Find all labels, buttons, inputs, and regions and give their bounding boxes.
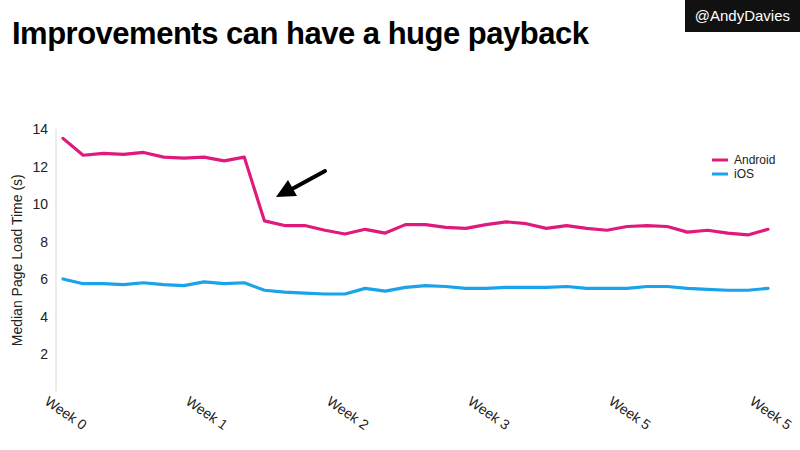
legend-label: Android bbox=[734, 153, 775, 167]
y-tick-label: 8 bbox=[40, 234, 48, 250]
x-tick-label: Week 5 bbox=[606, 393, 654, 433]
x-tick-label: Week 0 bbox=[42, 393, 90, 433]
x-tick-label: Week 3 bbox=[465, 393, 513, 433]
y-tick-label: 4 bbox=[40, 309, 48, 325]
x-tick-label: Week 1 bbox=[183, 393, 231, 433]
series-line bbox=[63, 279, 768, 294]
arrow bbox=[292, 171, 325, 189]
y-tick-label: 6 bbox=[40, 271, 48, 287]
plot-area bbox=[63, 138, 768, 294]
x-tick-label: Week 5 bbox=[747, 393, 795, 433]
y-tick-label: 12 bbox=[32, 159, 48, 175]
y-tick-label: 2 bbox=[40, 346, 48, 362]
legend-label: iOS bbox=[734, 167, 754, 181]
series-line bbox=[63, 138, 768, 235]
legend-swatch bbox=[712, 173, 728, 176]
y-tick-label: 14 bbox=[32, 121, 48, 137]
legend-swatch bbox=[712, 159, 728, 162]
chart: 2 4 6 8 10 12 14 Median Page Load Time (s) Week … bbox=[0, 0, 800, 450]
arrow-head bbox=[276, 180, 297, 197]
y-axis-line bbox=[56, 129, 57, 392]
y-axis-title: Median Page Load Time (s) bbox=[9, 174, 25, 346]
title: Improvements can have a huge payback bbox=[12, 16, 588, 52]
x-tick-label: Week 2 bbox=[324, 393, 372, 433]
y-tick-label: 10 bbox=[32, 196, 48, 212]
handle: @AndyDavies bbox=[685, 0, 800, 32]
